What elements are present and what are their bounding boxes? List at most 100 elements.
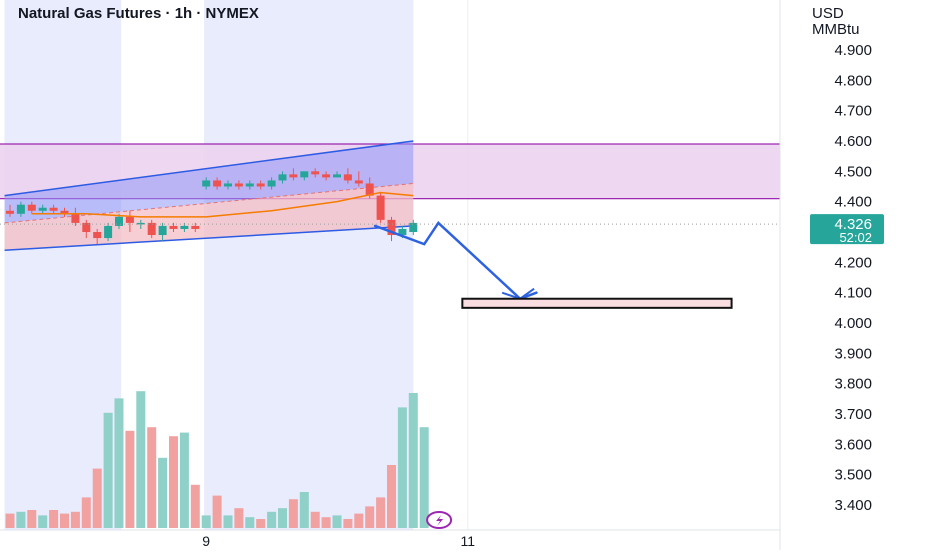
volume-bar-25 [278, 508, 287, 528]
last-price-label: 4.326 [834, 216, 872, 233]
candle-body-18 [202, 180, 211, 187]
candle-body-30 [333, 174, 341, 178]
candle-body-28 [311, 171, 320, 175]
candle-body-31 [343, 174, 352, 181]
candle-body-20 [224, 183, 232, 187]
candle-body-4 [49, 207, 58, 211]
volume-bar-13 [147, 427, 157, 528]
candle-body-26 [289, 174, 298, 178]
candle-body-10 [115, 216, 123, 226]
chart-title: Natural Gas Futures · 1h · NYMEX [18, 5, 259, 22]
price-tick-label: 4.700 [834, 103, 872, 120]
volume-bar-16 [179, 432, 189, 528]
candle-body-1 [16, 204, 25, 214]
volume-bar-35 [387, 465, 396, 528]
volume-bar-33 [365, 506, 375, 528]
volume-bar-6 [70, 511, 80, 528]
volume-bar-14 [158, 457, 168, 528]
candle-body-2 [27, 204, 36, 211]
axis-unit: MMBtu [812, 21, 860, 38]
candle-body-32 [354, 180, 363, 184]
volume-bar-10 [114, 398, 124, 528]
price-tick-label: 3.500 [834, 467, 872, 484]
volume-bar-29 [321, 517, 331, 528]
price-tick-label: 3.700 [834, 406, 872, 423]
price-tick-label: 4.800 [834, 72, 872, 89]
volume-bar-21 [234, 508, 244, 528]
volume-bar-17 [190, 484, 200, 528]
candle-body-7 [82, 222, 91, 232]
volume-bar-4 [49, 510, 59, 528]
projection-arrow [373, 220, 538, 301]
target-zone-box [461, 297, 733, 309]
candle-body-14 [158, 225, 167, 236]
channel-midline [4, 182, 414, 224]
candle-body-13 [147, 222, 156, 236]
candle-body-19 [213, 180, 222, 187]
moving-average-line [31, 191, 414, 218]
price-tick-label: 3.400 [834, 497, 872, 514]
session-shade-0 [4, 0, 122, 530]
candle-body-29 [322, 174, 331, 178]
price-tick-label: 4.400 [834, 194, 872, 211]
price-tick-label: 3.600 [834, 436, 872, 453]
candle-body-3 [38, 207, 47, 211]
candle-body-16 [180, 225, 189, 229]
candle-body-36 [398, 228, 407, 236]
price-tick-label: 3.900 [834, 345, 872, 362]
time-label-0: 9 [202, 533, 210, 549]
last-price-badge [810, 214, 884, 245]
volume-bar-28 [310, 511, 320, 528]
candle-body-37 [409, 222, 418, 232]
price-tick-label: 4.900 [834, 42, 872, 59]
price-axis: 3.400 3.500 3.600 3.700 3.800 3.900 4.000 4.100… [779, 0, 932, 550]
candle-body-25 [278, 174, 287, 181]
volume-bar-27 [299, 492, 309, 528]
volume-bar-0 [5, 513, 15, 528]
volume-bar-18 [201, 515, 211, 528]
volume-bar-30 [332, 515, 342, 528]
channel-upper-line [4, 140, 414, 197]
volume-bar-15 [169, 436, 178, 528]
price-axis-bg [780, 0, 932, 550]
candle-body-11 [125, 216, 134, 223]
volume-bar-31 [343, 519, 353, 528]
projection-arrow-head [501, 287, 535, 300]
candle-body-21 [234, 183, 243, 187]
price-tick-label: 4.000 [834, 315, 872, 332]
candle-body-35 [387, 219, 396, 236]
volume-bar-12 [136, 391, 146, 528]
candle-body-34 [376, 195, 385, 220]
volume-bar-2 [27, 510, 37, 528]
volume-bar-19 [212, 495, 222, 528]
lightning-icon [436, 515, 444, 526]
candle-body-15 [169, 225, 178, 229]
candle-body-5 [60, 210, 69, 214]
candle-body-24 [267, 180, 276, 187]
volume-bar-34 [376, 497, 386, 528]
time-label-1: 11 [461, 533, 476, 549]
volume-bar-8 [92, 468, 102, 528]
candle-body-8 [93, 232, 102, 239]
volume-bar-5 [60, 513, 69, 528]
candle-body-27 [300, 171, 309, 178]
volume-bar-32 [354, 513, 364, 528]
volume-layer [5, 391, 429, 528]
price-tick-label: 4.500 [834, 163, 872, 180]
volume-bar-3 [38, 515, 48, 528]
price-tick-label: 3.800 [834, 376, 872, 393]
volume-bar-20 [223, 515, 233, 528]
volume-bar-1 [16, 511, 26, 528]
drawings-layer [0, 191, 780, 529]
volume-bar-38 [419, 427, 429, 528]
candle-body-0 [6, 210, 14, 214]
volume-bar-7 [81, 497, 91, 528]
channel-lower-line [4, 225, 414, 251]
volume-bar-9 [103, 412, 113, 528]
volume-bar-36 [397, 407, 407, 528]
grid-layer [205, 0, 469, 530]
candle-body-23 [256, 183, 265, 187]
candles-layer [6, 168, 418, 245]
